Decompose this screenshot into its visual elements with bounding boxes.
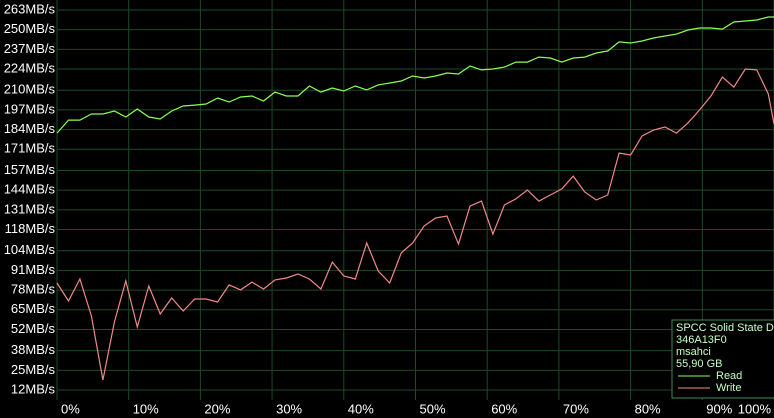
y-tick-label: 25MB/s xyxy=(11,362,56,377)
y-tick-label: 171MB/s xyxy=(4,141,56,156)
x-tick-label: 80% xyxy=(635,401,661,416)
y-tick-label: 118MB/s xyxy=(5,221,56,236)
series-line xyxy=(56,16,774,134)
y-tick-label: 157MB/s xyxy=(4,162,56,177)
y-tick-label: 52MB/s xyxy=(11,321,56,336)
device-info: msahci xyxy=(676,346,711,358)
y-tick-label: 78MB/s xyxy=(11,282,56,297)
y-tick-label: 237MB/s xyxy=(4,41,56,56)
device-info: 55,90 GB xyxy=(676,358,722,370)
device-info: SPCC Solid State D xyxy=(676,322,774,334)
x-tick-label: 90% xyxy=(706,401,732,416)
y-tick-label: 263MB/s xyxy=(4,1,56,16)
x-tick-label: 30% xyxy=(276,401,302,416)
x-tick-label: 10% xyxy=(133,401,159,416)
legend-box xyxy=(671,319,774,399)
x-tick-label: 40% xyxy=(348,401,374,416)
legend-label: Write xyxy=(716,382,741,394)
x-tick-label: 0% xyxy=(61,401,80,416)
series-line xyxy=(56,68,774,381)
y-tick-label: 184MB/s xyxy=(4,121,56,136)
y-tick-label: 250MB/s xyxy=(4,21,56,36)
y-tick-label: 224MB/s xyxy=(4,60,56,75)
y-tick-label: 197MB/s xyxy=(4,101,56,116)
y-tick-label: 210MB/s xyxy=(4,82,56,97)
x-tick-label: 70% xyxy=(563,401,589,416)
y-tick-label: 12MB/s xyxy=(11,381,56,396)
y-tick-label: 91MB/s xyxy=(11,262,56,277)
y-tick-label: 104MB/s xyxy=(4,242,56,257)
y-tick-label: 131MB/s xyxy=(4,201,56,216)
x-tick-label: 60% xyxy=(491,401,517,416)
x-tick-label: 100% xyxy=(738,401,772,416)
y-tick-label: 144MB/s xyxy=(4,182,56,197)
y-tick-label: 38MB/s xyxy=(11,342,56,357)
y-tick-label: 65MB/s xyxy=(11,301,56,316)
device-info: 346A13F0 xyxy=(676,334,727,346)
legend-label: Read xyxy=(716,370,742,382)
x-tick-label: 50% xyxy=(420,401,446,416)
x-tick-label: 20% xyxy=(204,401,230,416)
